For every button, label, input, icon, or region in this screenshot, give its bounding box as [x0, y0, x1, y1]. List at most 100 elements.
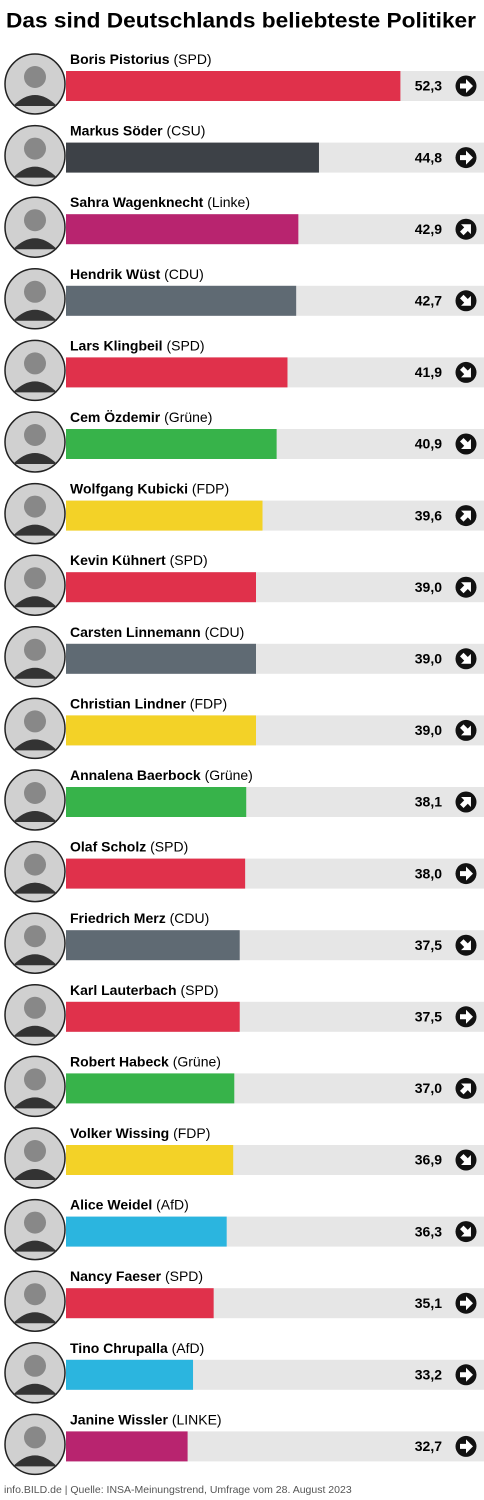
row-label: Markus Söder (CSU): [70, 122, 205, 138]
party: (SPD): [165, 1268, 203, 1284]
value-label: 35,1: [415, 1295, 442, 1311]
portrait-body: [13, 596, 57, 608]
portrait-head: [24, 638, 46, 661]
value-label: 32,7: [415, 1438, 442, 1454]
party: (Grüne): [164, 409, 212, 425]
trend-arrow: [459, 294, 471, 306]
value-label: 33,2: [415, 1367, 442, 1383]
bar: [66, 572, 256, 603]
trend-icon: [455, 433, 477, 455]
trend-icon: [455, 1149, 477, 1171]
party: (CDU): [170, 910, 210, 926]
source: info.BILD.de | Quelle: INSA-Meinungstren…: [4, 1484, 352, 1496]
portrait-head: [24, 710, 46, 733]
portrait-body: [13, 954, 57, 966]
portrait-head: [24, 1426, 46, 1449]
chart-title: Das sind Deutschlands beliebteste Politi…: [6, 10, 476, 33]
trend-icon: [455, 576, 477, 598]
row-label: Tino Chrupalla (AfD): [70, 1340, 204, 1356]
trend-arrow: [460, 1439, 473, 1454]
row-label: Christian Lindner (FDP): [70, 695, 227, 711]
trend-arrow: [460, 1367, 473, 1382]
portrait-body: [13, 95, 57, 106]
politician-name: Olaf Scholz: [70, 838, 146, 854]
value-label: 37,5: [415, 937, 442, 953]
value-label: 38,1: [415, 794, 442, 810]
bar: [66, 930, 240, 961]
bar: [66, 1288, 214, 1319]
value-label: 44,8: [415, 149, 442, 165]
party: (FDP): [192, 480, 229, 496]
politician-name: Sahra Wagenknecht: [70, 194, 204, 210]
trend-icon: [455, 1292, 477, 1314]
party: (Grüne): [205, 767, 253, 783]
party: (Grüne): [173, 1053, 221, 1069]
portrait-head: [24, 567, 46, 590]
politician-name: Lars Klingbeil: [70, 337, 163, 353]
trend-arrow: [460, 1296, 473, 1311]
value-label: 37,5: [415, 1009, 442, 1025]
row-label: Annalena Baerbock (Grüne): [70, 767, 253, 783]
row-label: Janine Wissler (LINKE): [70, 1411, 222, 1427]
trend-arrow: [459, 1153, 471, 1165]
politician-name: Christian Lindner: [70, 695, 186, 711]
trend-icon: [455, 1221, 477, 1243]
trend-icon: [455, 290, 477, 312]
portrait-head: [24, 280, 46, 303]
portrait-head: [24, 1140, 46, 1162]
row-label: Olaf Scholz (SPD): [70, 838, 188, 854]
value-label: 38,0: [415, 865, 442, 881]
value-label: 42,7: [415, 293, 442, 309]
portrait-body: [13, 811, 57, 822]
politician-name: Karl Lauterbach: [70, 982, 177, 998]
portrait-body: [13, 453, 57, 464]
trend-arrow: [459, 1225, 471, 1237]
portrait-body: [13, 238, 57, 250]
portrait-body: [13, 1097, 57, 1109]
trend-arrow: [460, 1009, 473, 1024]
bar: [66, 1216, 227, 1247]
trend-icon: [455, 648, 477, 670]
trend-icon: [455, 147, 477, 169]
portrait-body: [13, 381, 57, 393]
trend-icon: [455, 361, 477, 383]
portrait-body: [13, 667, 57, 679]
party: (AfD): [156, 1196, 189, 1212]
politician-name: Kevin Kühnert: [70, 552, 166, 568]
portrait-body: [13, 1455, 57, 1467]
politician-name: Boris Pistorius: [70, 51, 170, 67]
trend-arrow: [459, 939, 471, 951]
row-label: Karl Lauterbach (SPD): [70, 982, 219, 998]
politician-name: Carsten Linnemann: [70, 624, 201, 640]
politician-name: Wolfgang Kubicki: [70, 480, 188, 496]
portrait-head: [24, 209, 46, 232]
trend-arrow: [459, 510, 471, 522]
party: (CSU): [166, 122, 205, 138]
trend-arrow: [459, 582, 471, 594]
politician-name: Alice Weidel: [70, 1196, 152, 1212]
party: (FDP): [173, 1125, 210, 1141]
bar: [66, 357, 288, 388]
value-label: 52,3: [415, 78, 442, 94]
trend-arrow: [460, 150, 473, 165]
portrait-head: [24, 1283, 46, 1306]
trend-icon: [455, 791, 477, 813]
trend-icon: [455, 1364, 477, 1386]
portrait-head: [24, 1211, 46, 1234]
row-label: Boris Pistorius (SPD): [70, 51, 212, 67]
row-label: Wolfgang Kubicki (FDP): [70, 480, 229, 496]
value-label: 39,6: [415, 507, 442, 523]
party: (SPD): [180, 982, 218, 998]
bar: [66, 1073, 235, 1104]
party: (CDU): [205, 624, 245, 640]
politician-name: Hendrik Wüst: [70, 266, 161, 282]
trend-arrow: [459, 724, 471, 736]
bar: [66, 1359, 194, 1390]
party: (AfD): [172, 1340, 205, 1356]
portrait-head: [24, 1354, 46, 1377]
row-label: Hendrik Wüst (CDU): [70, 266, 204, 282]
portrait-body: [13, 1383, 57, 1395]
bar: [66, 643, 256, 674]
value-label: 36,9: [415, 1152, 442, 1168]
